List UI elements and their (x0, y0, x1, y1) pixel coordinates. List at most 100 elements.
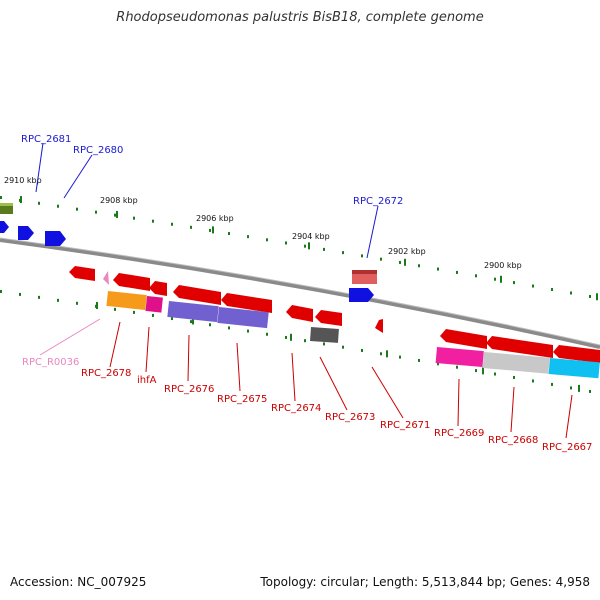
label-rpc-2668: RPC_2668 (488, 435, 538, 446)
minor-tick (57, 298, 59, 302)
gene-rpc-2680[interactable] (18, 226, 34, 240)
gene-rpc-2675[interactable] (217, 306, 269, 329)
minor-tick (171, 222, 173, 226)
gene-rpc-2673a[interactable] (315, 310, 342, 326)
major-tick (386, 350, 388, 358)
gene-rpc-2671a[interactable] (375, 319, 383, 333)
label-rpc-2672: RPC_2672 (353, 196, 403, 207)
minor-tick (76, 301, 78, 305)
gene-rpc-2676a[interactable] (173, 285, 221, 305)
gene-rpc-2673[interactable] (310, 326, 339, 343)
minor-tick (513, 375, 515, 379)
label-rpc-2681: RPC_2681 (21, 134, 71, 145)
minor-tick (152, 313, 154, 317)
accession-text: Accession: NC_007925 (10, 575, 147, 589)
minor-tick (570, 386, 572, 390)
minor-tick (247, 235, 249, 239)
minor-tick (532, 284, 534, 288)
minor-tick (475, 274, 477, 278)
minor-tick (0, 196, 2, 199)
label-rpc-2676: RPC_2676 (164, 384, 214, 395)
tick-track-upper (0, 196, 598, 301)
gene-rpc-2668a[interactable] (486, 336, 553, 358)
minor-tick (209, 323, 211, 327)
gene-rpc-2669[interactable] (435, 347, 484, 368)
minor-tick (399, 260, 401, 264)
label-rpc-2673: RPC_2673 (325, 412, 375, 423)
gene-rpc-2674a[interactable] (286, 305, 313, 322)
gene-rpc-2678[interactable] (106, 291, 147, 310)
minor-tick (418, 358, 420, 362)
minor-tick (19, 292, 21, 296)
minor-tick (76, 207, 78, 211)
minor-tick (228, 326, 230, 330)
gene-rpc-2681[interactable] (0, 221, 9, 233)
minor-tick (152, 219, 154, 223)
major-tick (308, 242, 310, 250)
minor-tick (399, 355, 401, 359)
major-tick (212, 226, 214, 234)
minor-tick (361, 254, 363, 258)
gene-rpc-2676[interactable] (167, 301, 219, 323)
major-tick (596, 293, 598, 301)
gene-rpc-2667[interactable] (548, 358, 600, 379)
gene-olive-partial[interactable] (0, 203, 13, 214)
minor-tick (380, 257, 382, 261)
minor-tick (133, 216, 135, 220)
minor-tick (285, 335, 287, 339)
minor-tick (456, 270, 458, 274)
minor-tick (532, 379, 534, 383)
major-tick (500, 275, 502, 283)
label-rpc-2667: RPC_2667 (542, 442, 592, 453)
minor-tick (494, 372, 496, 376)
minor-tick (437, 362, 439, 366)
map-title: Rhodopseudomonas palustris BisB18, compl… (116, 10, 484, 25)
minor-tick (57, 204, 59, 208)
minor-tick (38, 201, 40, 205)
major-tick (116, 210, 118, 218)
tick-label-2910: 2910 kbp (4, 176, 42, 185)
tick-label-2904: 2904 kbp (292, 232, 330, 241)
minor-tick (437, 267, 439, 271)
minor-tick (190, 320, 192, 324)
minor-tick (418, 264, 420, 268)
major-tick (482, 367, 484, 375)
gene-rpc-2668[interactable] (482, 352, 550, 374)
minor-tick (513, 281, 515, 285)
gene-rpc-2669a[interactable] (440, 329, 487, 349)
major-tick (192, 317, 194, 325)
gene-rpc-2667a[interactable] (553, 345, 600, 363)
gene-rpc-2677b[interactable] (149, 281, 167, 296)
label-rpc-2674: RPC_2674 (271, 403, 321, 414)
minor-tick (342, 251, 344, 255)
gene-labels: RPC_2681 RPC_2680 RPC_2672 RPC_R0036 RPC… (21, 134, 592, 453)
label-ihfa: ihfA (137, 375, 157, 386)
gene-rpc-2672[interactable] (349, 288, 374, 302)
minor-tick (551, 382, 553, 386)
tick-label-2906: 2906 kbp (196, 214, 234, 223)
minor-tick (494, 277, 496, 281)
minor-tick (323, 247, 325, 251)
gene-rpc-2675a[interactable] (221, 293, 272, 313)
minor-tick (380, 352, 382, 356)
gene-rpc-2679[interactable] (45, 231, 66, 246)
minor-tick (247, 329, 249, 333)
minor-tick (209, 228, 211, 232)
minor-tick (589, 389, 591, 393)
minor-tick (171, 317, 173, 321)
label-rpc-2680: RPC_2680 (73, 145, 123, 156)
gene-rpc-r0036[interactable] (103, 271, 109, 285)
label-rpc-2669: RPC_2669 (434, 428, 484, 439)
gene-ihfa[interactable] (145, 296, 163, 313)
minor-tick (0, 290, 2, 293)
tick-label-2902: 2902 kbp (388, 247, 426, 256)
minor-tick (266, 238, 268, 242)
gene-rpc-2677[interactable] (113, 273, 150, 291)
label-rpc-2678: RPC_2678 (81, 368, 131, 379)
minor-tick (133, 310, 135, 314)
label-rpc-2671: RPC_2671 (380, 420, 430, 431)
reverse-genes (69, 266, 600, 379)
minor-tick (323, 342, 325, 346)
gene-rpc-2682[interactable] (69, 266, 95, 281)
